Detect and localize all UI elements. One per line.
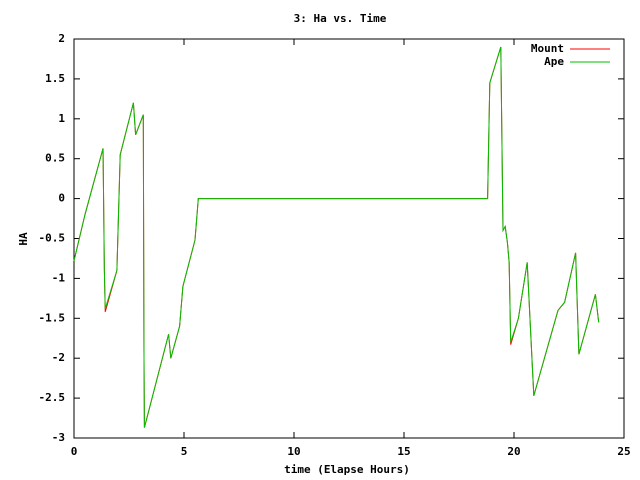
x-axis-label: time (Elapse Hours) (284, 463, 410, 476)
legend-label: Ape (544, 55, 564, 68)
y-tick-label: 2 (58, 32, 65, 45)
y-axis-label: HA (17, 232, 30, 246)
y-tick-label: 1.5 (45, 72, 65, 85)
y-tick-label: 0.5 (45, 152, 65, 165)
x-tick-label: 5 (181, 445, 188, 458)
legend-label: Mount (531, 42, 564, 55)
x-tick-label: 15 (397, 445, 410, 458)
x-tick-label: 0 (71, 445, 78, 458)
line-series (73, 46, 600, 428)
y-tick-label: -3 (52, 431, 65, 444)
y-tick-label: -0.5 (39, 232, 66, 245)
y-tick-label: -1.5 (39, 311, 66, 324)
y-tick-label: -1 (52, 271, 66, 284)
x-tick-label: 10 (287, 445, 300, 458)
y-tick-label: 0 (58, 192, 65, 205)
x-tick-label: 25 (617, 445, 630, 458)
chart-title: 3: Ha vs. Time (294, 12, 387, 25)
x-tick-label: 20 (507, 445, 520, 458)
y-tick-label: 1 (58, 112, 65, 125)
y-tick-label: -2.5 (39, 391, 66, 404)
y-tick-label: -2 (52, 351, 65, 364)
